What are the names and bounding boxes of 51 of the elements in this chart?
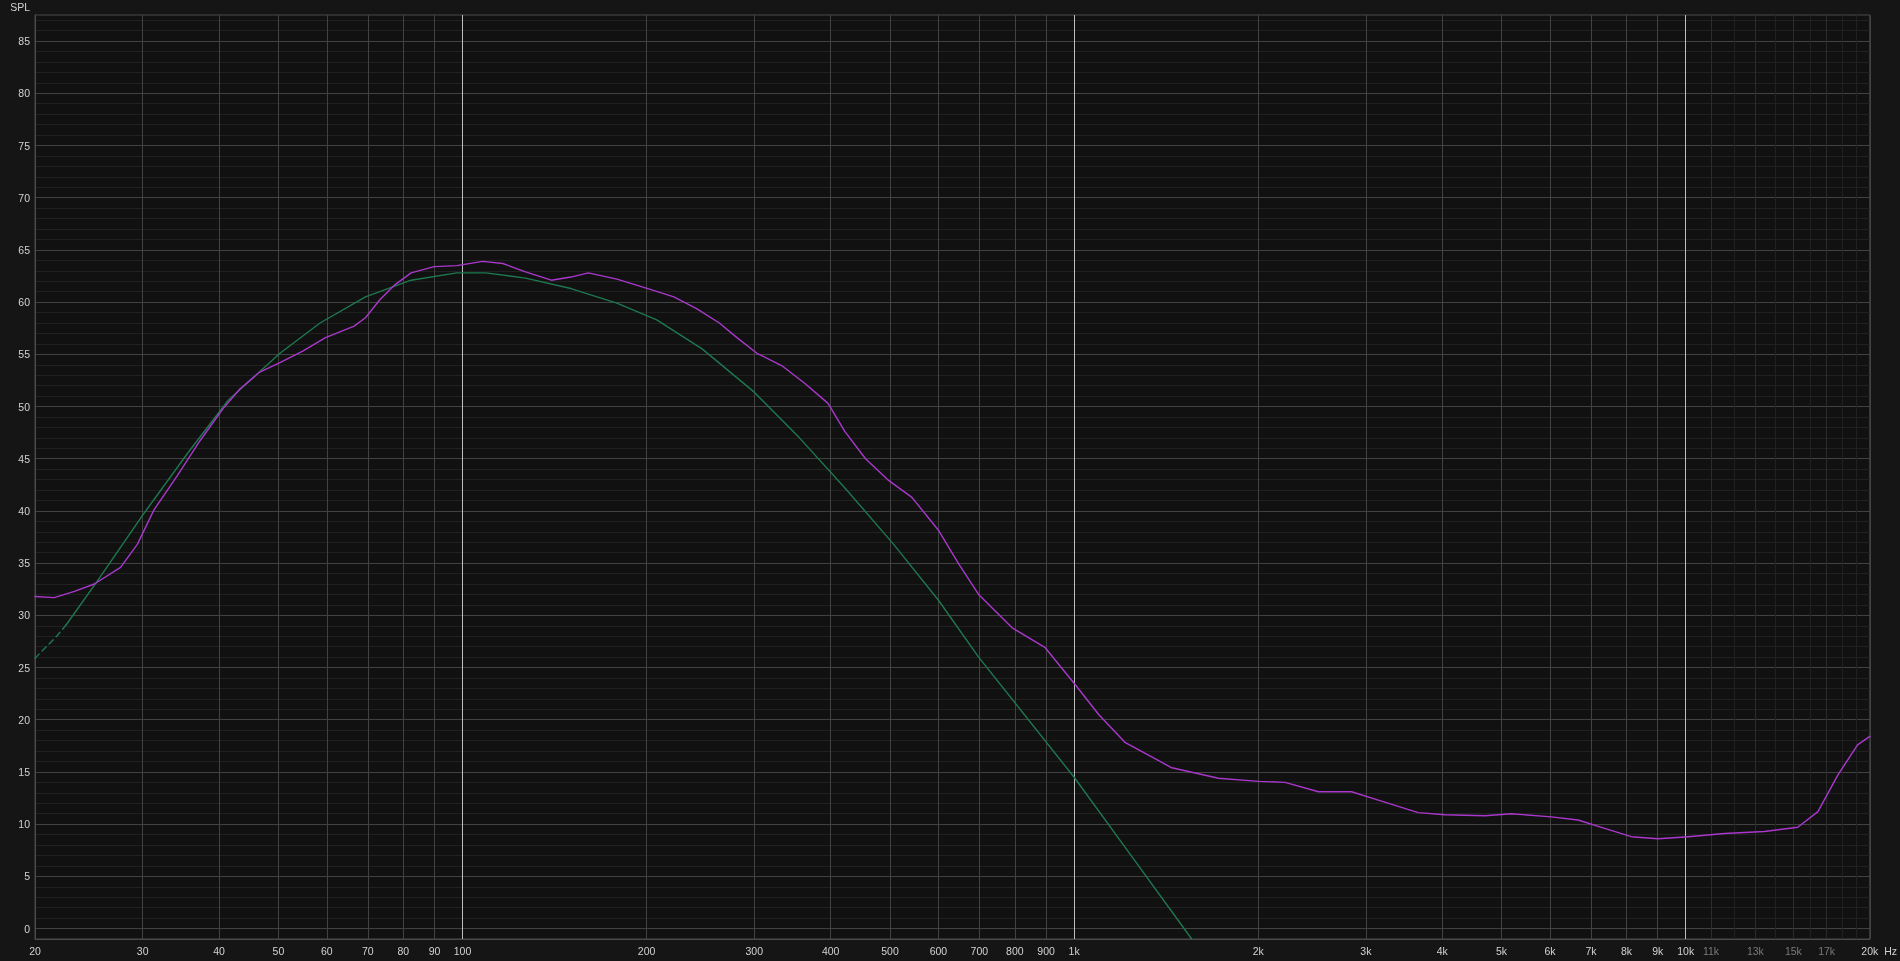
y-tick-label: 30 <box>18 609 31 622</box>
x-tick-label: 1k <box>1068 944 1081 957</box>
y-tick-label: 80 <box>18 87 31 100</box>
x-tick-label: 80 <box>397 944 410 957</box>
y-tick-label: 55 <box>18 348 31 361</box>
y-tick-label: 70 <box>18 191 31 204</box>
x-tick-label: 15k <box>1784 944 1803 957</box>
x-tick-label: 5k <box>1496 944 1508 957</box>
x-tick-label: 3k <box>1360 944 1373 957</box>
x-tick-label: 10k <box>1677 944 1695 957</box>
y-tick-label: 5 <box>24 870 31 883</box>
x-tick-label: 9k <box>1652 944 1664 957</box>
x-tick-label: 200 <box>637 944 656 957</box>
y-tick-label: 15 <box>18 765 31 778</box>
y-tick-label: 35 <box>18 557 31 570</box>
x-tick-label: 300 <box>745 944 764 957</box>
x-tick-label: 400 <box>821 944 840 957</box>
x-tick-label: 2k <box>1252 944 1265 957</box>
x-tick-label: 70 <box>361 944 374 957</box>
y-tick-label: 20 <box>18 713 31 726</box>
x-tick-label: 900 <box>1037 944 1056 957</box>
x-tick-label: 50 <box>272 944 285 957</box>
y-tick-label: 10 <box>18 818 31 831</box>
y-tick-label: 65 <box>18 243 31 256</box>
y-tick-label: 40 <box>18 504 31 517</box>
x-tick-label: 13k <box>1746 944 1765 957</box>
y-tick-label: 50 <box>18 400 31 413</box>
x-tick-label: 6k <box>1544 944 1557 957</box>
x-axis-title: Hz <box>1884 944 1898 957</box>
x-tick-label: 600 <box>929 944 948 957</box>
y-tick-label: 85 <box>18 35 31 48</box>
x-tick-label: 700 <box>970 944 989 957</box>
x-tick-label: 800 <box>1006 944 1024 957</box>
x-tick-label: 40 <box>213 944 226 957</box>
x-tick-label: 11k <box>1702 944 1720 957</box>
x-tick-label: 7k <box>1585 944 1598 957</box>
x-tick-label: 60 <box>320 944 333 957</box>
x-tick-label: 8k <box>1620 944 1633 957</box>
y-axis-title: SPL <box>10 0 31 13</box>
y-tick-label: 75 <box>18 139 31 152</box>
x-tick-label: 30 <box>136 944 149 957</box>
x-tick-label: 500 <box>881 944 899 957</box>
y-tick-label: 0 <box>24 922 31 935</box>
x-tick-label: 100 <box>453 944 472 957</box>
x-tick-label: 90 <box>428 944 441 957</box>
x-tick-label: 4k <box>1436 944 1449 957</box>
y-tick-label: 25 <box>18 661 31 674</box>
y-tick-label: 45 <box>18 452 31 465</box>
y-tick-label: 60 <box>18 296 31 309</box>
x-tick-label: 20k <box>1861 944 1880 957</box>
x-tick-label: 17k <box>1818 944 1836 957</box>
